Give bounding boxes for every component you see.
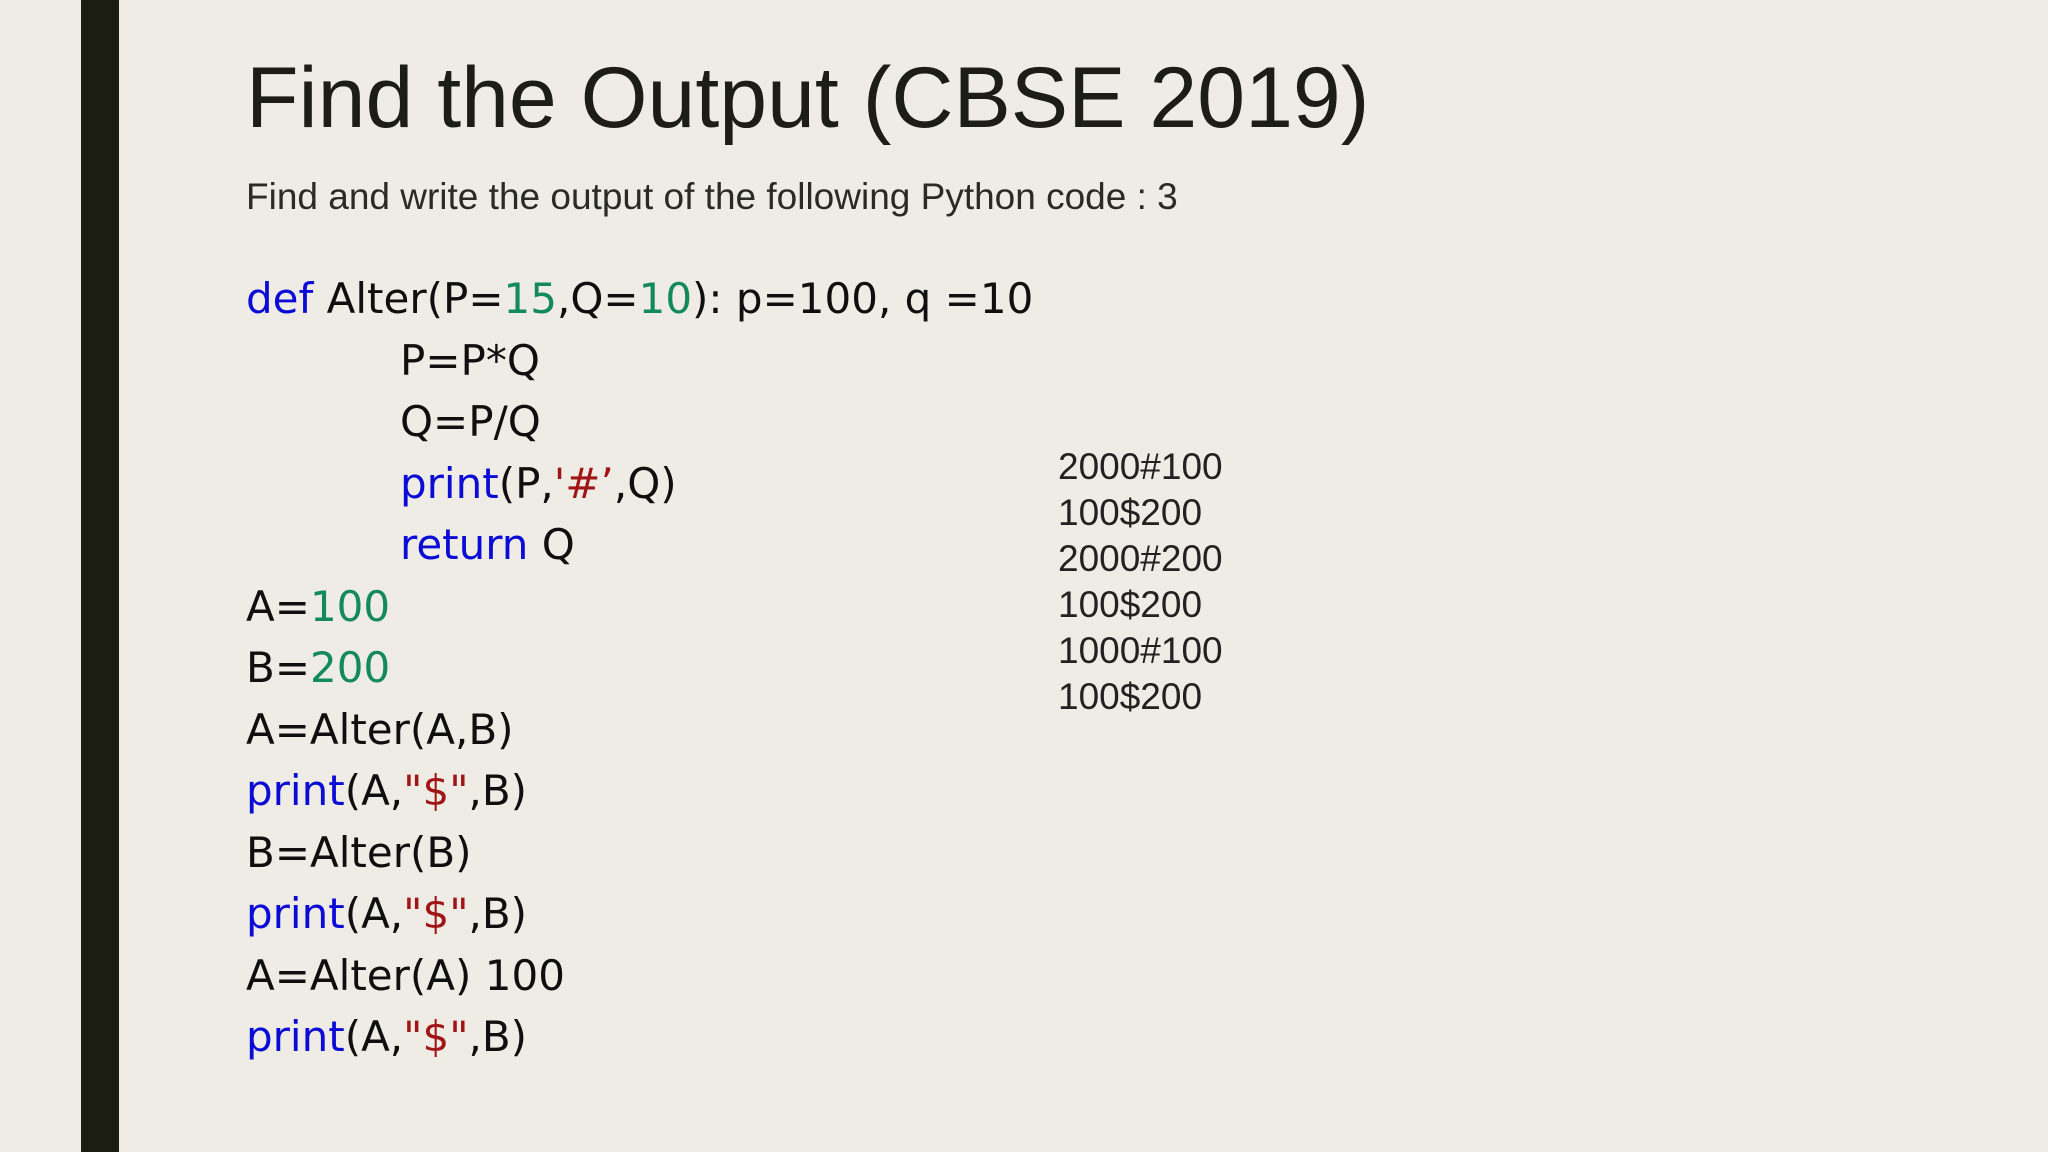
code-text: (A, <box>344 889 404 938</box>
output-line: 2000#200 <box>1058 538 1223 579</box>
code-line-6: A=100 <box>246 576 1033 638</box>
output-block: 2000#100 100$200 2000#200 100$200 1000#1… <box>1058 444 1223 720</box>
number-literal: 100 <box>309 581 391 631</box>
code-line-7: B=200 <box>246 637 1033 699</box>
code-line-11: print(A,"$",B) <box>246 883 1033 945</box>
keyword: print <box>246 1012 345 1061</box>
keyword: print <box>246 766 345 815</box>
code-line-12: A=Alter(A) 100 <box>246 945 1033 1007</box>
code-text: B= <box>246 643 311 692</box>
code-line-2: P=P*Q <box>246 330 1033 392</box>
accent-bar <box>81 0 119 1152</box>
code-text: A= <box>246 581 310 631</box>
code-text: (A, <box>344 766 404 815</box>
string-literal: "$" <box>403 766 469 815</box>
code-text: Q=P/Q <box>400 397 541 446</box>
code-text: Alter(P= <box>313 274 504 323</box>
code-text: ,B) <box>468 1012 528 1061</box>
output-line: 2000#100 <box>1058 446 1223 487</box>
code-text: A=Alter(A,B) <box>246 704 514 754</box>
string-literal: "$" <box>403 889 469 938</box>
code-line-13: print(A,"$",B) <box>246 1006 1033 1068</box>
code-line-5: return Q <box>246 514 1033 576</box>
code-text: ,Q= <box>556 274 639 323</box>
slide-subtitle: Find and write the output of the followi… <box>246 176 1178 217</box>
keyword: print <box>400 458 499 508</box>
keyword: return <box>400 520 529 569</box>
code-line-3: Q=P/Q <box>246 391 1033 453</box>
slide-title: Find the Output (CBSE 2019) <box>246 50 1370 146</box>
string-literal: "$" <box>403 1012 469 1061</box>
code-line-1: def Alter(P=15,Q=10): p=100, q =10 <box>246 268 1033 330</box>
code-text: Q <box>528 520 575 569</box>
keyword: print <box>246 889 345 938</box>
code-text: A=Alter(A) 100 <box>246 950 565 1000</box>
code-line-10: B=Alter(B) <box>246 822 1033 884</box>
output-line: 1000#100 <box>1058 630 1223 671</box>
code-line-8: A=Alter(A,B) <box>246 699 1033 761</box>
output-line: 100$200 <box>1058 492 1203 533</box>
code-text: B=Alter(B) <box>246 827 472 877</box>
keyword: def <box>246 274 314 323</box>
code-text: P=P*Q <box>400 335 540 385</box>
code-block: def Alter(P=15,Q=10): p=100, q =10 P=P*Q… <box>246 268 1033 1068</box>
code-text: ,B) <box>468 766 528 815</box>
number-literal: 200 <box>310 643 391 692</box>
code-text: ,Q) <box>613 458 677 508</box>
code-text: (P, <box>498 458 554 508</box>
output-line: 100$200 <box>1058 584 1203 625</box>
code-line-9: print(A,"$",B) <box>246 760 1033 822</box>
code-text: (A, <box>344 1012 404 1061</box>
string-literal: '#’ <box>553 458 614 508</box>
output-line: 100$200 <box>1058 676 1203 717</box>
number-literal: 15 <box>503 274 557 323</box>
code-text: ): p=100, q =10 <box>692 274 1034 323</box>
number-literal: 10 <box>638 274 693 323</box>
code-line-4: print(P,'#’,Q) <box>246 453 1033 515</box>
code-text: ,B) <box>468 889 528 938</box>
